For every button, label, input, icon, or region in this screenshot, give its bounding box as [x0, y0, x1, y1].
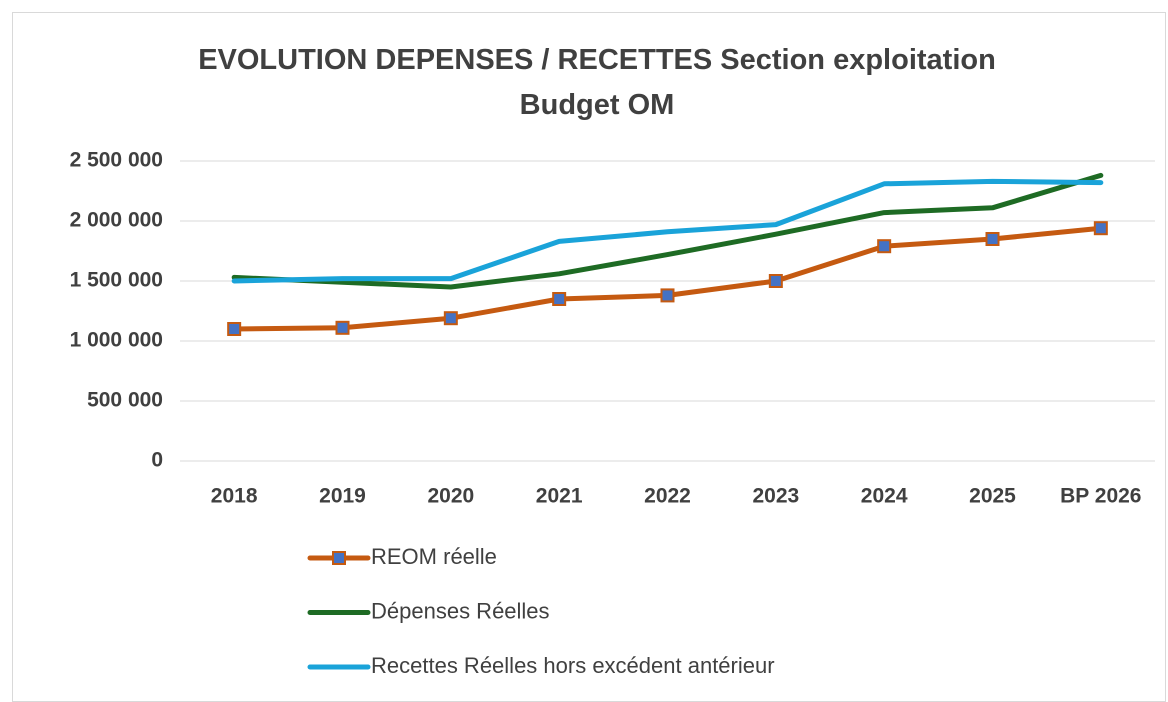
x-tick-label: 2022 — [644, 485, 691, 508]
chart-title: EVOLUTION DEPENSES / RECETTES Section ex… — [198, 44, 996, 121]
x-tick-label: 2021 — [536, 485, 583, 508]
data-point — [660, 288, 675, 303]
x-tick-label: 2019 — [319, 485, 366, 508]
x-tick-label: 2018 — [211, 485, 258, 508]
data-point — [768, 274, 783, 288]
y-tick-label: 1 500 000 — [70, 269, 163, 292]
data-point — [227, 322, 242, 336]
legend-label: Recettes Réelles hors excédent antérieur — [371, 653, 775, 678]
y-tick-label: 500 000 — [87, 389, 163, 412]
data-point — [985, 232, 1000, 246]
y-tick-label: 0 — [151, 449, 163, 472]
series-line — [231, 178, 1104, 284]
data-point — [1093, 221, 1108, 236]
legend-label: Dépenses Réelles — [371, 598, 550, 623]
x-tick-label: 2023 — [752, 485, 799, 508]
x-tick-label: BP 2026 — [1060, 485, 1141, 508]
series-line — [231, 172, 1104, 290]
data-point — [443, 311, 458, 326]
data-point — [877, 239, 892, 254]
y-tick-label: 1 000 000 — [70, 329, 163, 352]
data-point — [552, 292, 567, 306]
legend-label: REOM réelle — [371, 544, 497, 569]
x-tick-label: 2020 — [427, 485, 474, 508]
x-tick-label: 2025 — [969, 485, 1016, 508]
y-tick-label: 2 500 000 — [70, 149, 163, 172]
x-tick-label: 2024 — [861, 485, 908, 508]
y-tick-label: 2 000 000 — [70, 209, 163, 232]
legend-marker — [332, 551, 346, 565]
data-point — [335, 320, 350, 335]
